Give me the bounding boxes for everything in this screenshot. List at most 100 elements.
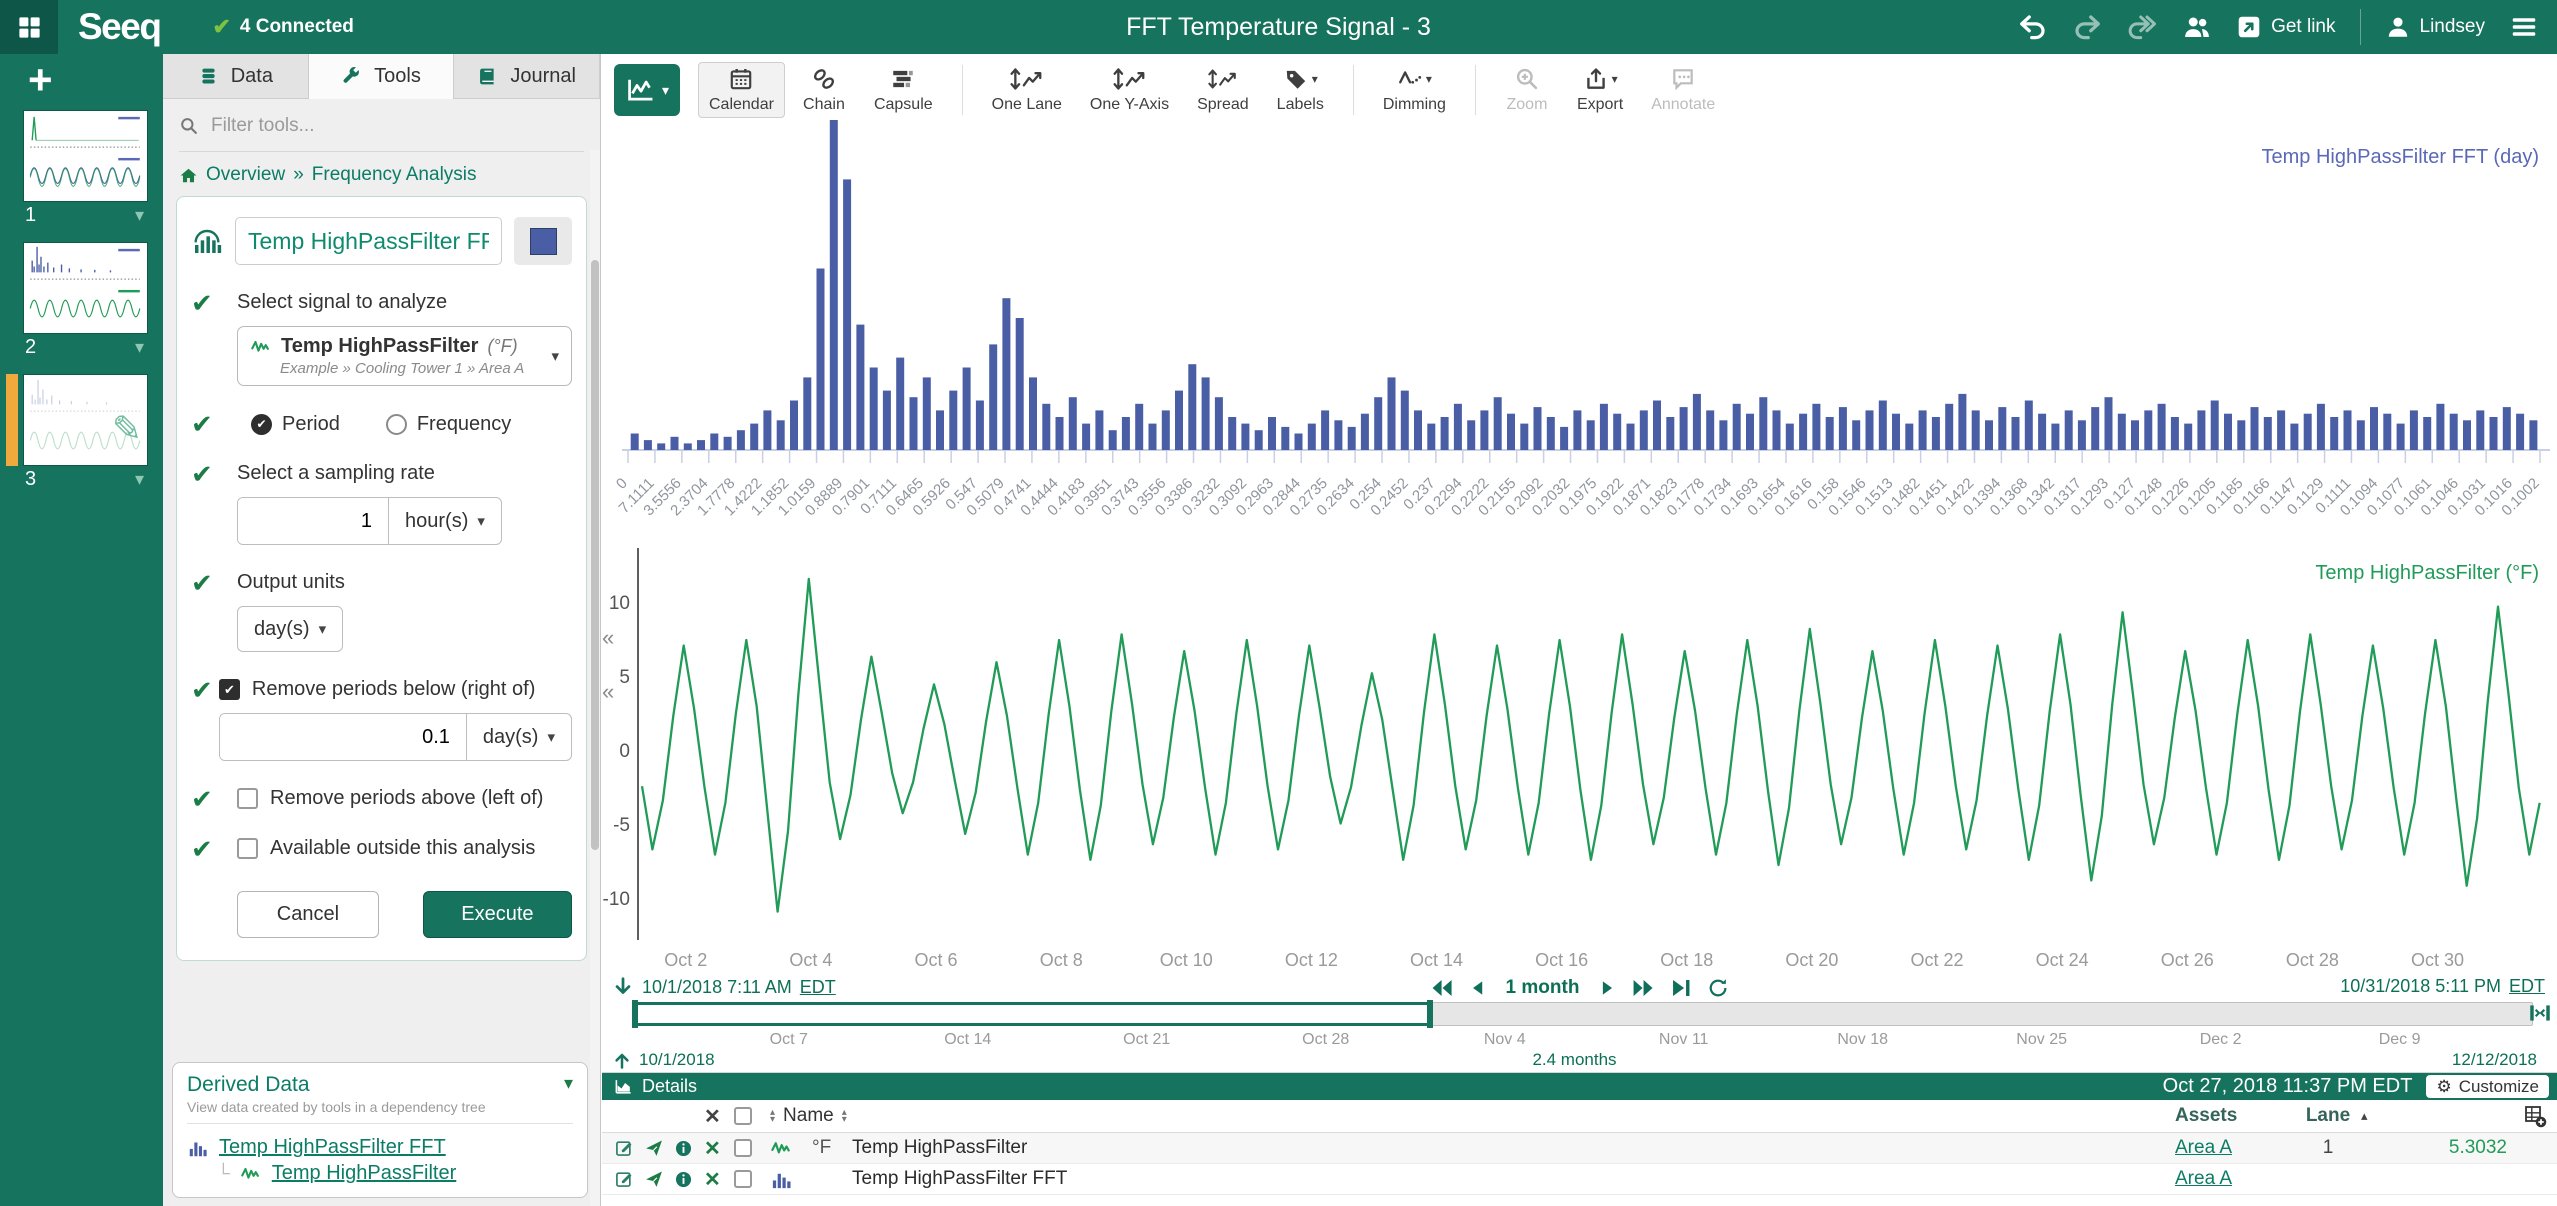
sort-icon[interactable]: ▴ ▾ [841,1107,847,1125]
period-radio[interactable]: ✔ Period [251,412,340,436]
row-name[interactable]: Temp HighPassFilter [852,1137,1028,1158]
derived-fft-link[interactable]: Temp HighPassFilter FFT [219,1136,446,1158]
edit-icon[interactable] [614,1138,634,1158]
investigate-duration[interactable]: 2.4 months [1532,1050,1617,1069]
worksheet-thumbnail-1[interactable]: 1 ▾ [23,110,148,228]
asset-link[interactable]: Area A [2175,1137,2233,1158]
user-menu[interactable]: Lindsey [2385,14,2485,40]
tab-journal[interactable]: Journal [454,54,601,99]
details-row-signal[interactable]: ✕ °F Temp HighPassFilter Area A 1 5.3032 [602,1133,2557,1164]
investigate-range-track[interactable] [631,1000,2533,1028]
view-mode-button[interactable]: ▾ [614,64,680,116]
row-checkbox[interactable] [734,1170,752,1188]
range-selected[interactable] [631,1000,1434,1028]
info-icon[interactable] [674,1170,693,1189]
signal-select-dropdown[interactable]: Temp HighPassFilter (°F) Example » Cooli… [237,326,572,386]
sidebar-scrollbar-thumb[interactable] [591,260,599,850]
remove-all-icon[interactable]: ✕ [704,1105,721,1128]
app-grid-button[interactable] [0,0,58,54]
squeeze-range-icon[interactable] [2527,1000,2553,1026]
add-worksheet-button[interactable]: + [28,56,53,103]
worksheet-1-chevron-icon[interactable]: ▾ [134,204,144,225]
redo-button[interactable] [2072,12,2102,42]
send-icon[interactable] [644,1169,664,1189]
row-checkbox[interactable] [734,1139,752,1157]
undo-button[interactable] [2018,12,2048,42]
worksheet-thumbnail-3[interactable]: ✎ 3 ▾ [6,374,148,492]
lane-column-header[interactable]: Lane [2305,1105,2351,1126]
tab-data[interactable]: Data [163,54,309,99]
select-all-checkbox[interactable] [734,1107,752,1125]
investigate-end-date[interactable]: 12/12/2018 [2451,1050,2537,1069]
filter-tools-input[interactable] [211,115,541,137]
sampling-unit-dropdown[interactable]: hour(s) ▾ [388,498,501,544]
remove-above-checkbox[interactable]: Remove periods above (left of) [237,787,572,810]
connection-status[interactable]: ✔ 4 Connected [212,14,353,40]
timezone-link[interactable]: EDT [799,976,836,997]
worksheet-2-chevron-icon[interactable]: ▾ [134,336,144,357]
row-name[interactable]: Temp HighPassFilter FFT [852,1168,1068,1189]
fft-chart[interactable]: 07.11113.55562.37041.77781.42221.18521.0… [602,110,2557,540]
worksheet-thumbnail-2[interactable]: 2 ▾ [23,242,148,360]
tool-name-input[interactable] [235,217,502,265]
worksheet-3-chevron-icon[interactable]: ▾ [134,468,144,489]
name-column-header[interactable]: Name [783,1105,834,1126]
info-icon[interactable] [674,1139,693,1158]
assets-column-header[interactable]: Assets [2175,1105,2238,1126]
remove-icon[interactable]: ✕ [704,1168,721,1191]
toolbar-export[interactable]: ▾ Export [1566,62,1634,118]
timezone-link[interactable]: EDT [2509,976,2545,996]
toolbar-labels[interactable]: ▾ Labels [1266,62,1335,118]
toolbar-one-y-axis[interactable]: One Y-Axis [1079,62,1180,118]
breadcrumb-current-link[interactable]: Frequency Analysis [311,164,477,185]
range-step-label[interactable]: 1 month [1505,977,1580,998]
toolbar-zoom[interactable]: Zoom [1494,62,1560,118]
sort-icon[interactable]: ▴ ▾ [770,1107,776,1125]
step-back-button[interactable] [1468,978,1488,998]
execute-button[interactable]: Execute [422,891,572,938]
output-unit-dropdown[interactable]: day(s) ▾ [237,606,344,652]
breadcrumb-overview-link[interactable]: Overview [206,164,286,185]
collapse-sidebar-handle-2[interactable]: « [602,679,615,704]
edit-icon[interactable] [614,1169,634,1189]
sampling-rate-input[interactable] [238,498,388,544]
remove-icon[interactable]: ✕ [704,1137,721,1160]
sidebar-scrollbar[interactable] [590,150,600,1206]
step-forward-button[interactable] [1597,978,1617,998]
toolbar-calendar[interactable]: Calendar [698,62,785,118]
trend-series-label[interactable]: Temp HighPassFilter (°F) [2315,562,2539,584]
collapse-sidebar-handle[interactable]: « [602,625,615,650]
main-menu-button[interactable] [2509,12,2539,42]
fft-series-label[interactable]: Temp HighPassFilter FFT (day) [2261,146,2539,168]
color-picker-button[interactable] [514,217,572,265]
trend-chart[interactable]: 10 5 0 -5 -10 Oct 2 Oct 4 Oct 6 Oct 8 Oct 10 Oct 1… [602,542,2557,974]
toolbar-dimming[interactable]: ▾ Dimming [1372,62,1457,118]
tab-tools[interactable]: Tools [308,54,455,99]
frequency-radio[interactable]: Frequency [385,412,511,436]
redo-all-button[interactable] [2126,12,2158,42]
investigate-start-date[interactable]: 10/1/2018 [639,1050,715,1069]
display-range-start[interactable]: 10/1/2018 7:11 AM [642,976,792,997]
remove-below-input[interactable] [219,714,466,760]
toolbar-one-lane[interactable]: One Lane [981,62,1073,118]
toolbar-annotate[interactable]: Annotate [1640,62,1726,118]
collaborators-button[interactable] [2182,12,2212,42]
add-column-icon[interactable] [2523,1104,2547,1128]
step-to-end-button[interactable] [1669,976,1693,1000]
asset-link[interactable]: Area A [2175,1168,2233,1189]
derived-data-collapse-icon[interactable]: ▾ [563,1073,573,1093]
remove-below-unit-dropdown[interactable]: day(s) ▾ [465,714,571,760]
toolbar-chain[interactable]: Chain [791,62,857,118]
customize-button[interactable]: ⚙ Customize [2426,1075,2549,1098]
toolbar-spread[interactable]: Spread [1186,62,1260,118]
details-row-fft[interactable]: ✕ Temp HighPassFilter FFT Area A [602,1164,2557,1195]
cancel-button[interactable]: Cancel [237,891,379,938]
display-range-end[interactable]: 10/31/2018 5:11 PM [2340,976,2501,996]
lane-sort-caret[interactable]: ▴ [2361,1108,2368,1123]
get-link-button[interactable]: Get link [2236,14,2336,40]
step-forward-full-button[interactable] [1631,976,1655,1000]
step-back-full-button[interactable] [1430,976,1454,1000]
toolbar-capsule[interactable]: Capsule [863,62,944,118]
remove-below-checkbox[interactable]: ✔ Remove periods below (right of) [218,678,572,701]
refresh-button[interactable] [1707,977,1729,999]
